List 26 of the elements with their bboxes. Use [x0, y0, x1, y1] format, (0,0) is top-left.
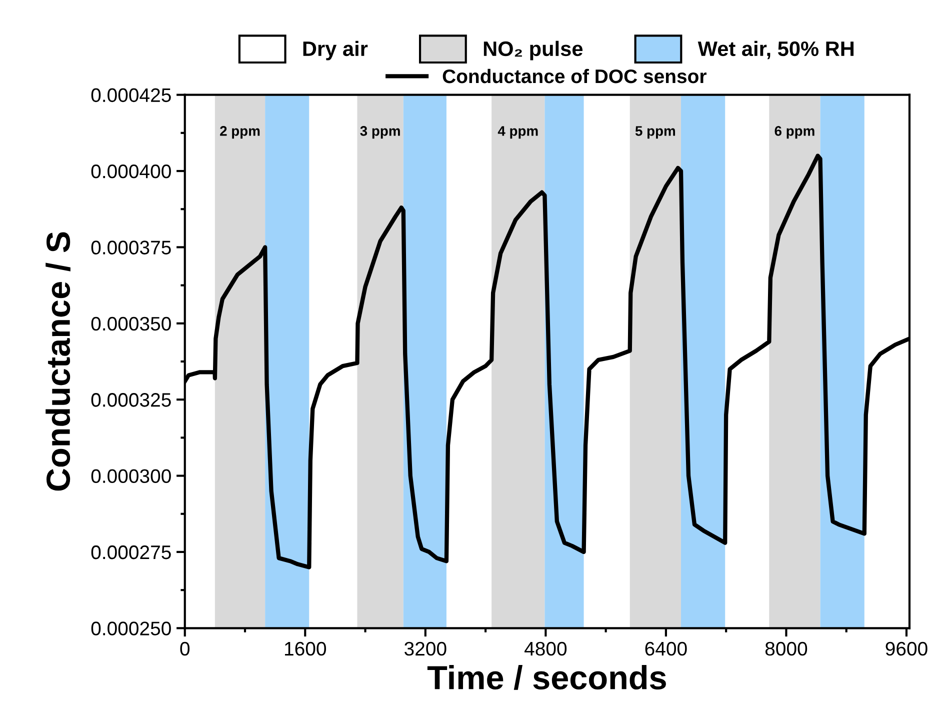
- legend-label: NO₂ pulse: [484, 40, 583, 60]
- x-tick-label: 4800: [524, 642, 567, 656]
- text: Dry air: [303, 40, 368, 60]
- annotation: 6 ppm: [774, 126, 814, 139]
- y-tick-label: 0.000375: [91, 240, 171, 254]
- x-axis-title: Time / seconds: [427, 665, 666, 690]
- legend-label: Conductance of DOC sensor: [442, 68, 706, 84]
- annotation: 4 ppm: [498, 126, 538, 139]
- x-tick-label: 9600: [886, 642, 928, 656]
- annotation: 5 ppm: [635, 126, 676, 139]
- annotation: 2 ppm: [220, 126, 260, 139]
- y-tick-label: 0.000250: [91, 622, 171, 636]
- x-tick-label: 3200: [404, 642, 446, 656]
- y-tick-label: 0.000275: [91, 545, 171, 560]
- x-tick-label: 8000: [765, 642, 808, 656]
- y-tick-label: 0.000425: [91, 88, 171, 102]
- x-tick-label: 0: [180, 642, 190, 656]
- y-tick-label: 0.000300: [91, 469, 171, 484]
- x-tick-label: 1600: [284, 642, 326, 656]
- legend-label: Wet air, 50% RH: [698, 40, 854, 60]
- y-tick-label: 0.000325: [91, 393, 171, 407]
- y-tick-label: 0.000350: [91, 316, 171, 331]
- y-tick-label: 0.000400: [91, 164, 171, 178]
- y-axis-title: Conductance / S: [46, 232, 70, 491]
- x-tick-label: 6400: [645, 642, 687, 656]
- annotation: 3 ppm: [360, 126, 400, 139]
